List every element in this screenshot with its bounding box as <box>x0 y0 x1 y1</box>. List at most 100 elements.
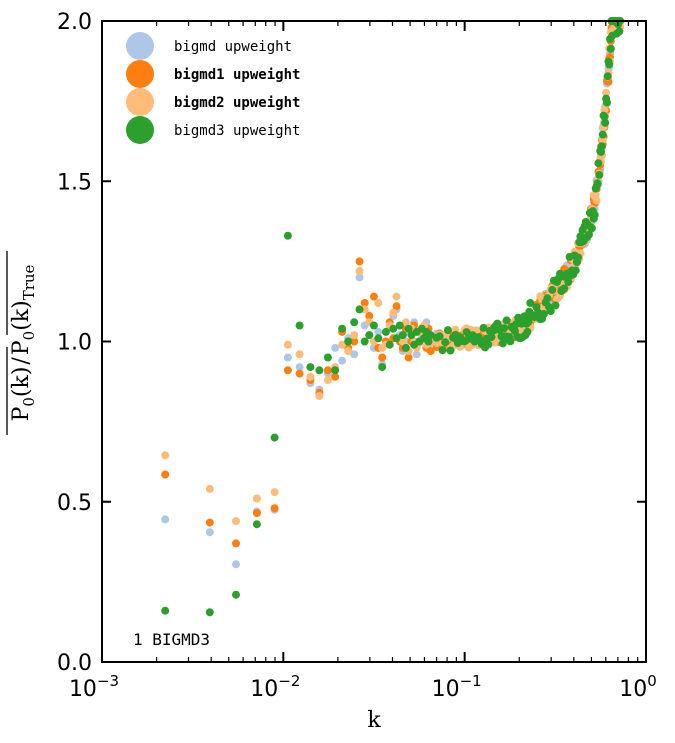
data-point <box>392 334 401 343</box>
series-bigmd3-upweight <box>161 17 625 617</box>
data-point <box>161 515 170 524</box>
data-point <box>523 327 532 336</box>
data-point <box>323 353 332 362</box>
data-point <box>369 292 378 301</box>
y-title-slash: / <box>9 357 34 365</box>
legend-label: bigmd3 upweight <box>174 123 300 139</box>
data-point <box>389 308 398 317</box>
series-bigmd2-upweight <box>161 17 625 525</box>
data-point <box>338 356 347 365</box>
data-point <box>598 130 607 139</box>
legend-label: bigmd upweight <box>174 39 292 55</box>
data-point <box>398 331 407 340</box>
annotation-label: 1 BIGMD3 <box>133 630 210 649</box>
data-point <box>438 346 447 355</box>
data-point <box>392 302 401 311</box>
data-point <box>385 340 394 349</box>
data-point <box>283 340 292 349</box>
data-points <box>161 17 625 617</box>
data-point <box>350 337 359 346</box>
data-point <box>551 301 560 310</box>
data-point <box>479 323 488 332</box>
y-title-den-arg: (k) <box>9 300 34 331</box>
data-point <box>369 321 378 330</box>
data-point <box>603 72 612 81</box>
data-point <box>252 509 261 517</box>
data-point <box>398 337 407 346</box>
data-point <box>606 44 615 53</box>
data-point <box>374 299 383 307</box>
y-title-num-arg: (k) <box>9 367 34 398</box>
data-point <box>161 470 170 479</box>
data-point <box>365 331 374 340</box>
data-point <box>295 350 304 359</box>
legend-marker <box>126 60 154 88</box>
data-point <box>205 484 214 493</box>
data-point <box>355 273 364 282</box>
legend-marker <box>126 88 154 116</box>
data-point <box>597 142 606 151</box>
data-point <box>295 363 304 372</box>
y-title-den-sub2: True <box>20 264 38 300</box>
data-point <box>564 278 573 286</box>
data-point <box>546 307 555 315</box>
data-point <box>323 376 332 384</box>
data-point <box>252 494 261 503</box>
data-point <box>378 353 387 362</box>
legend-marker <box>126 116 154 144</box>
data-point <box>590 210 599 219</box>
data-point <box>600 112 609 121</box>
data-point <box>350 350 359 359</box>
data-point <box>252 520 261 529</box>
data-point <box>374 327 383 336</box>
y-title-den-base: P <box>9 340 34 355</box>
data-point <box>270 504 279 513</box>
data-point <box>306 372 315 381</box>
data-point <box>435 332 444 341</box>
data-point <box>615 27 624 36</box>
data-point <box>344 347 353 356</box>
data-point <box>587 224 596 233</box>
data-point <box>378 363 387 372</box>
x-tick-label: 10−1 <box>432 672 482 702</box>
data-point <box>484 340 493 349</box>
svg-text:P0(k)/P0(k)True: P0(k)/P0(k)True <box>9 264 38 421</box>
legend-label: bigmd2 upweight <box>174 95 300 111</box>
data-point <box>306 363 315 372</box>
y-tick-label: 0.5 <box>57 491 92 516</box>
data-point <box>295 369 304 378</box>
data-point <box>360 337 369 346</box>
legend-marker <box>126 32 154 60</box>
data-point <box>593 179 602 188</box>
data-point <box>350 331 359 340</box>
data-point <box>502 316 511 325</box>
y-title-den-sub: 0 <box>20 331 38 341</box>
legend-label: bigmd1 upweight <box>174 67 300 83</box>
data-point <box>500 324 509 333</box>
data-point <box>315 366 324 375</box>
data-point <box>331 343 340 352</box>
data-point <box>605 60 614 69</box>
y-tick-label: 2.0 <box>57 10 92 35</box>
data-point <box>443 326 452 335</box>
data-point <box>232 517 240 525</box>
data-point <box>426 347 435 356</box>
x-tick-label: 100 <box>619 672 657 702</box>
data-point <box>232 560 240 569</box>
data-point <box>548 285 557 294</box>
data-point <box>401 343 410 352</box>
y-tick-label: 0.0 <box>57 651 92 676</box>
data-point <box>441 338 450 347</box>
data-point <box>574 253 583 262</box>
y-title-num-sub: 0 <box>20 397 38 407</box>
data-point <box>232 590 240 599</box>
data-point <box>205 608 214 617</box>
axis-ticks: 0.0 0.5 1.0 1.5 2.0 10−3 10−2 10−1 100 <box>57 10 657 702</box>
data-point <box>355 267 364 275</box>
data-point <box>412 350 421 359</box>
data-point <box>424 337 433 346</box>
data-point <box>506 337 515 346</box>
data-point <box>270 488 279 497</box>
legend: bigmd upweight bigmd1 upweight bigmd2 upwe… <box>126 32 300 144</box>
